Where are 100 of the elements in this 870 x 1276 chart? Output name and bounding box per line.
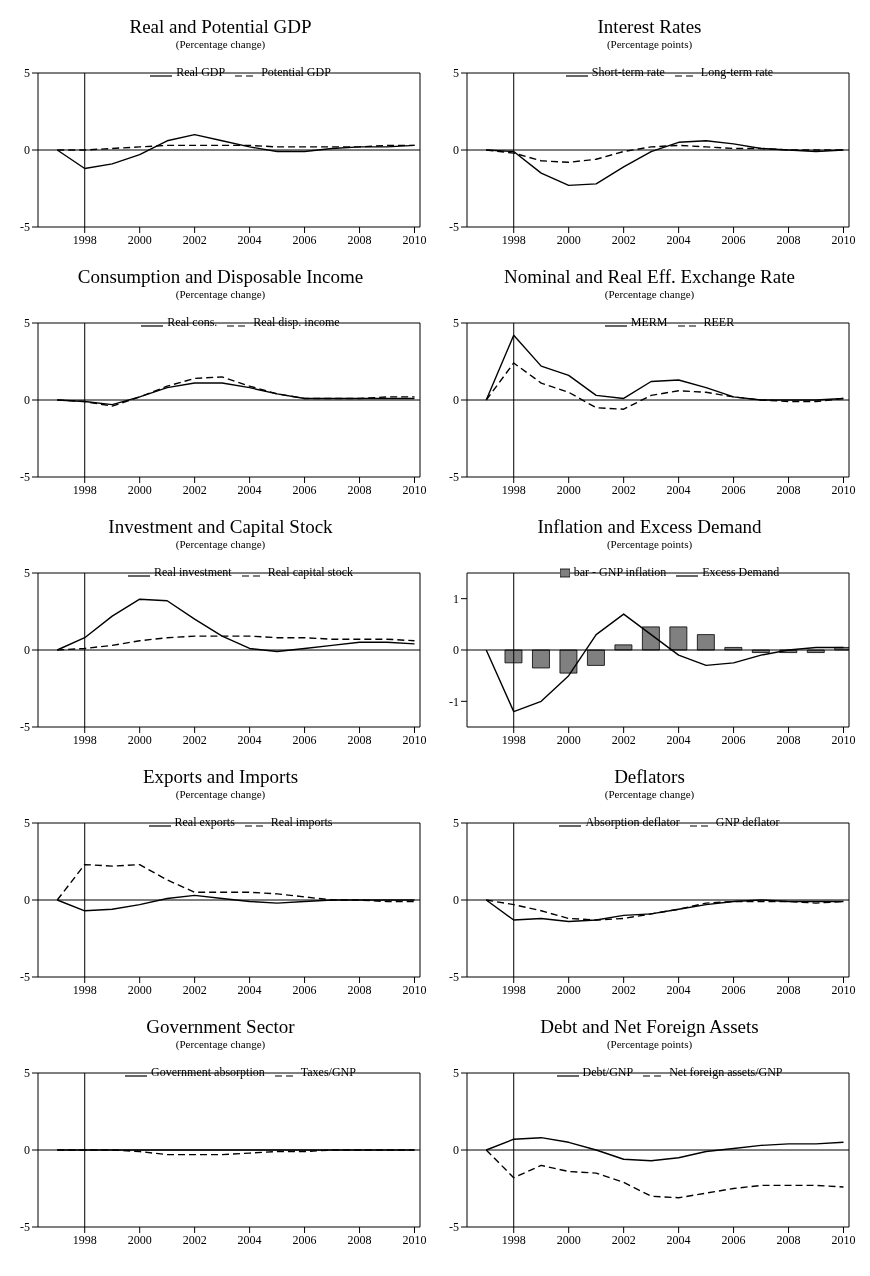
x-tick-label: 2006 [292, 732, 317, 747]
chart-subtitle: (Percentage points) [605, 38, 694, 51]
x-tick-label: 1998 [501, 232, 526, 247]
x-tick-label: 2002 [611, 732, 636, 747]
chart-title: Real and Potential GDP [128, 16, 313, 38]
x-tick-label: 2000 [127, 482, 152, 497]
legend-label: Excess Demand [702, 565, 780, 580]
y-tick-label: 5 [24, 566, 30, 581]
x-tick-label: 2010 [831, 482, 856, 497]
x-tick-label: 2006 [292, 1232, 317, 1247]
legend-label: Real cons. [167, 315, 218, 330]
legend-label: Real investment [154, 565, 232, 580]
x-tick-label: 2004 [237, 982, 262, 997]
x-tick-label: 2008 [347, 1232, 372, 1247]
y-tick-label: -5 [20, 220, 30, 235]
x-tick-label: 2004 [666, 232, 691, 247]
y-tick-label: 0 [453, 643, 459, 658]
x-tick-label: 1998 [501, 482, 526, 497]
y-tick-label: -5 [20, 720, 30, 735]
chart-subtitle: (Percentage change) [174, 1038, 267, 1051]
chart-title: Interest Rates [596, 16, 703, 38]
x-tick-label: 1998 [72, 482, 97, 497]
chart-subtitle: (Percentage change) [603, 788, 696, 801]
chart-subtitle: (Percentage change) [603, 288, 696, 301]
chart-title: Government Sector [145, 1016, 296, 1038]
y-tick-label: 0 [453, 893, 459, 908]
chart-subtitle: (Percentage change) [174, 288, 267, 301]
y-tick-label: 5 [24, 66, 30, 81]
x-tick-label: 2004 [666, 1232, 691, 1247]
x-tick-label: 2008 [776, 1232, 801, 1247]
x-tick-label: 1998 [501, 1232, 526, 1247]
x-tick-label: 2008 [347, 982, 372, 997]
x-tick-label: 2000 [127, 982, 152, 997]
x-tick-label: 1998 [72, 982, 97, 997]
x-tick-label: 2004 [237, 732, 262, 747]
x-tick-label: 2004 [237, 482, 262, 497]
y-tick-label: -5 [449, 220, 459, 235]
y-tick-label: -5 [449, 470, 459, 485]
x-tick-label: 2004 [666, 482, 691, 497]
y-tick-label: 5 [24, 816, 30, 831]
x-tick-label: 2010 [831, 732, 856, 747]
y-tick-label: 5 [453, 1066, 459, 1081]
x-tick-label: 2008 [347, 232, 372, 247]
y-tick-label: 5 [453, 816, 459, 831]
y-tick-label: 5 [453, 316, 459, 331]
x-tick-label: 2000 [556, 1232, 581, 1247]
x-tick-label: 2010 [402, 732, 427, 747]
x-tick-label: 2010 [831, 232, 856, 247]
legend-label: Real disp. income [253, 315, 340, 330]
chart-title: Exports and Imports [141, 766, 300, 788]
x-tick-label: 2002 [182, 1232, 207, 1247]
x-tick-label: 2006 [721, 232, 746, 247]
x-tick-label: 2002 [611, 232, 636, 247]
x-tick-label: 2000 [556, 482, 581, 497]
x-tick-label: 2006 [721, 1232, 746, 1247]
x-tick-label: 1998 [72, 1232, 97, 1247]
x-tick-label: 2000 [127, 1232, 152, 1247]
y-tick-label: 0 [453, 1143, 459, 1158]
x-tick-label: 2006 [292, 982, 317, 997]
x-tick-label: 2002 [611, 1232, 636, 1247]
chart-title: Nominal and Real Eff. Exchange Rate [503, 266, 796, 288]
chart-title: Debt and Net Foreign Assets [539, 1016, 760, 1038]
legend-label: Long-term rate [700, 65, 774, 80]
x-tick-label: 2002 [182, 232, 207, 247]
legend-label: Real exports [174, 815, 235, 830]
y-tick-label: 5 [24, 316, 30, 331]
y-tick-label: -5 [20, 970, 30, 985]
x-tick-label: 2010 [831, 1232, 856, 1247]
x-tick-label: 2008 [776, 482, 801, 497]
y-tick-label: -5 [20, 470, 30, 485]
x-tick-label: 2002 [182, 482, 207, 497]
y-tick-label: -1 [449, 694, 459, 709]
x-tick-label: 2008 [347, 482, 372, 497]
x-tick-label: 2002 [182, 732, 207, 747]
x-tick-label: 1998 [501, 982, 526, 997]
y-tick-label: 0 [24, 1143, 30, 1158]
y-tick-label: 5 [24, 1066, 30, 1081]
legend-label: Real GDP [176, 65, 226, 80]
y-tick-label: 0 [24, 393, 30, 408]
y-tick-label: 0 [24, 893, 30, 908]
x-tick-label: 1998 [501, 732, 526, 747]
legend-label: REER [703, 315, 735, 330]
chart-title: Deflators [613, 766, 686, 788]
x-tick-label: 2004 [666, 732, 691, 747]
legend-label: Net foreign assets/GNP [669, 1065, 783, 1080]
y-tick-label: 5 [453, 66, 459, 81]
x-tick-label: 2010 [831, 982, 856, 997]
y-tick-label: -5 [449, 970, 459, 985]
y-tick-label: 0 [453, 393, 459, 408]
y-tick-label: 1 [453, 591, 459, 606]
x-tick-label: 2004 [237, 1232, 262, 1247]
x-tick-label: 2004 [237, 232, 262, 247]
x-tick-label: 1998 [72, 232, 97, 247]
x-tick-label: 2000 [556, 232, 581, 247]
chart-subtitle: (Percentage change) [174, 38, 267, 51]
legend-label: Absorption deflator [585, 815, 680, 830]
x-tick-label: 2008 [776, 732, 801, 747]
y-tick-label: -5 [20, 1220, 30, 1235]
legend-label: Taxes/GNP [300, 1065, 356, 1080]
chart-subtitle: (Percentage points) [605, 538, 694, 551]
